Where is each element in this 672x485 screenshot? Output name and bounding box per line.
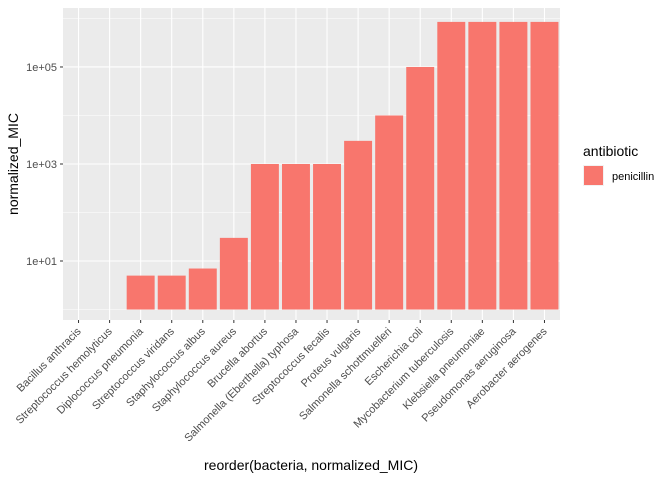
x-axis-title: reorder(bacteria, normalized_MIC) bbox=[204, 457, 418, 473]
y-tick-label: 1e+03 bbox=[26, 159, 57, 171]
bar bbox=[468, 21, 497, 310]
bar bbox=[406, 66, 435, 310]
bar bbox=[375, 115, 404, 310]
legend-label: penicillin bbox=[612, 171, 654, 183]
bar bbox=[530, 21, 559, 310]
bar bbox=[126, 275, 155, 310]
bar bbox=[250, 163, 279, 310]
bar bbox=[313, 163, 342, 310]
bar bbox=[437, 21, 466, 310]
y-axis-title: normalized_MIC bbox=[5, 113, 21, 215]
bar bbox=[219, 237, 248, 310]
bar bbox=[281, 163, 310, 310]
legend-swatch bbox=[584, 166, 603, 185]
bar bbox=[157, 275, 186, 310]
y-tick-label: 1e+01 bbox=[26, 256, 57, 268]
y-tick-label: 1e+05 bbox=[26, 62, 57, 74]
x-tick-label: Salmonella (Eberthella) typhosa bbox=[182, 325, 301, 444]
bar bbox=[344, 140, 373, 310]
legend-title: antibiotic bbox=[583, 143, 638, 159]
bar bbox=[499, 21, 528, 310]
bar bbox=[188, 268, 217, 310]
